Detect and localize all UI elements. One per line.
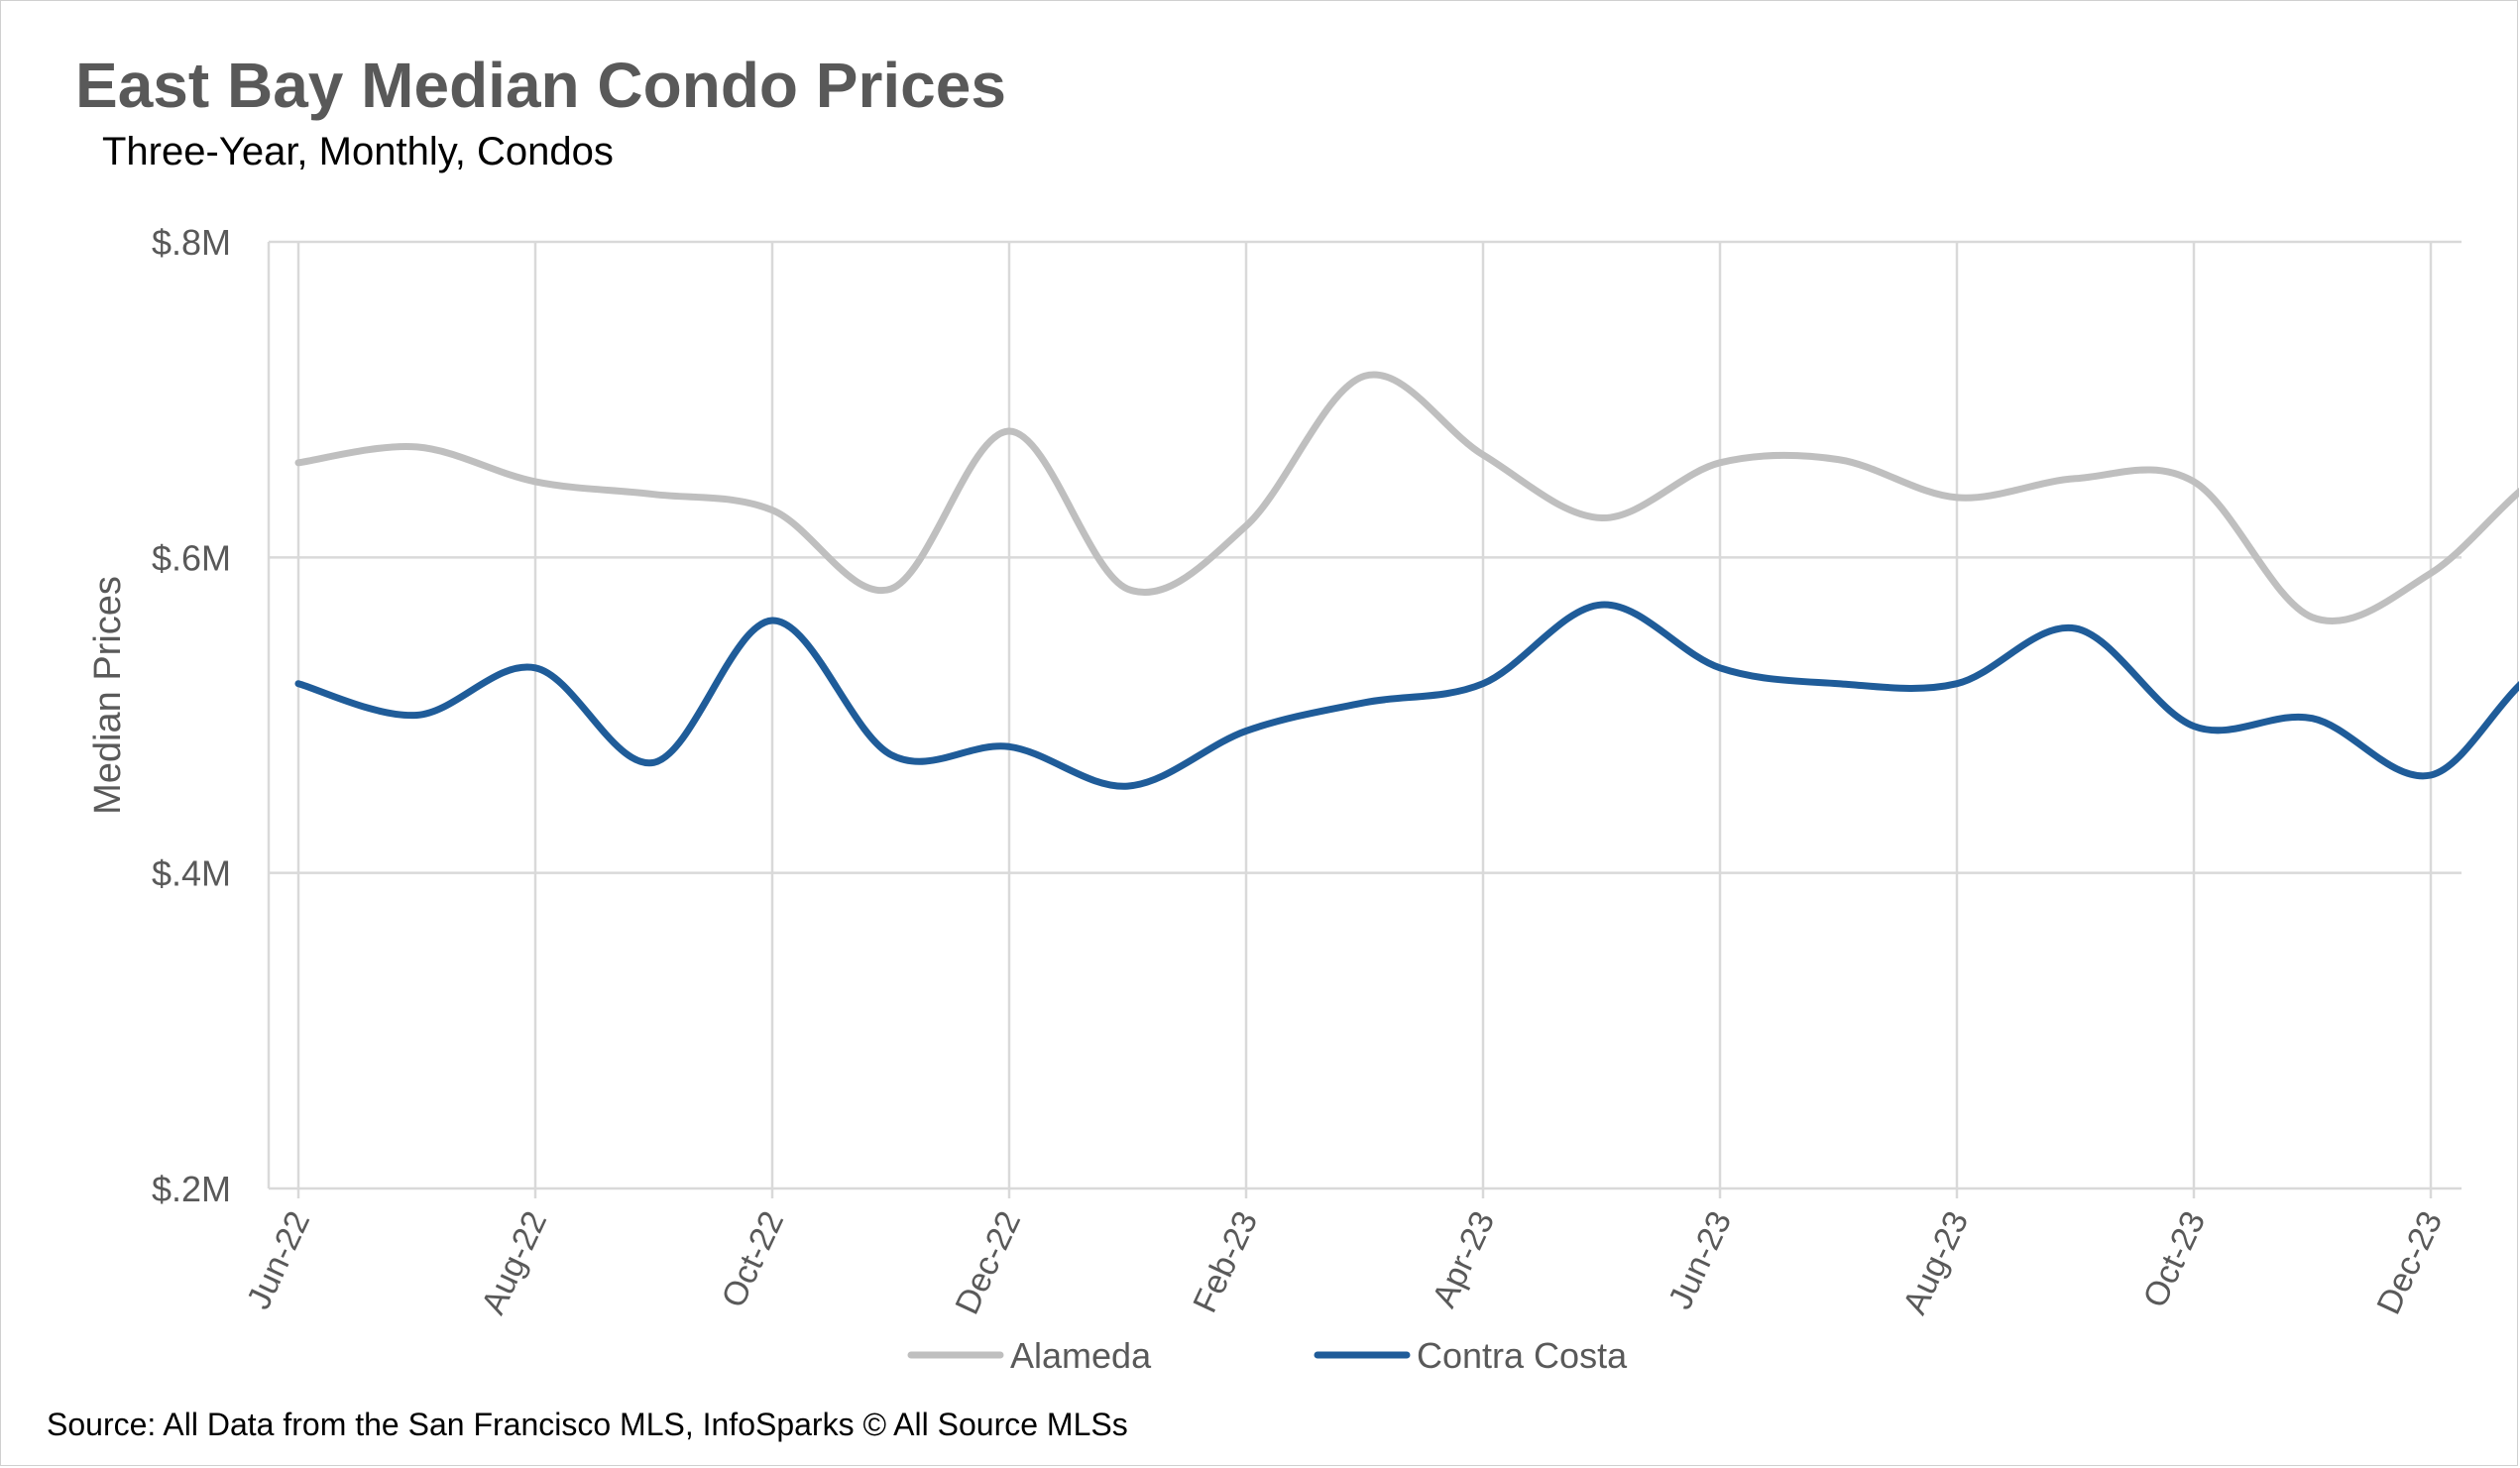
x-tick-label: Oct-23 bbox=[2136, 1205, 2214, 1313]
y-tick-label: $.2M bbox=[152, 1169, 231, 1209]
x-tick-label: Feb-23 bbox=[1186, 1205, 1265, 1318]
vertical-gridlines bbox=[296, 242, 2433, 1198]
series-line-alameda bbox=[294, 371, 2519, 625]
y-tick-label: $.4M bbox=[152, 853, 231, 894]
series-line-contra-costa bbox=[294, 601, 2519, 790]
horizontal-gridlines bbox=[267, 240, 2462, 1190]
x-tick-label: Jun-23 bbox=[1661, 1205, 1739, 1314]
y-tick-label: $.8M bbox=[152, 222, 231, 263]
x-tick-label: Jun-22 bbox=[240, 1205, 317, 1314]
x-tick-label: Aug-22 bbox=[474, 1205, 554, 1319]
legend-label: Contra Costa bbox=[1417, 1335, 1628, 1376]
legend-label: Alameda bbox=[1010, 1335, 1152, 1376]
x-tick-label: Aug-23 bbox=[1895, 1205, 1976, 1319]
y-axis-title: Median Prices bbox=[87, 576, 129, 815]
y-tick-label: $.6M bbox=[152, 537, 231, 578]
x-tick-label: Apr-23 bbox=[1426, 1205, 1503, 1313]
x-axis-ticks: Jun-22 Aug-22 Oct-22 Dec-22 Feb-23 Apr-23 Jun-… bbox=[240, 1205, 2450, 1319]
chart-title: East Bay Median Condo Prices bbox=[75, 50, 1006, 121]
series-lines bbox=[294, 371, 2519, 790]
x-tick-label: Dec-23 bbox=[2369, 1205, 2450, 1319]
legend: Alameda Contra Costa bbox=[907, 1335, 1628, 1376]
x-tick-label: Dec-22 bbox=[948, 1205, 1028, 1319]
chart-subtitle: Three-Year, Monthly, Condos bbox=[102, 130, 614, 173]
source-note: Source: All Data from the San Francisco … bbox=[47, 1407, 1128, 1442]
x-tick-label: Oct-22 bbox=[715, 1205, 792, 1313]
y-axis-ticks: $.2M $.4M $.6M $.8M bbox=[152, 222, 231, 1209]
